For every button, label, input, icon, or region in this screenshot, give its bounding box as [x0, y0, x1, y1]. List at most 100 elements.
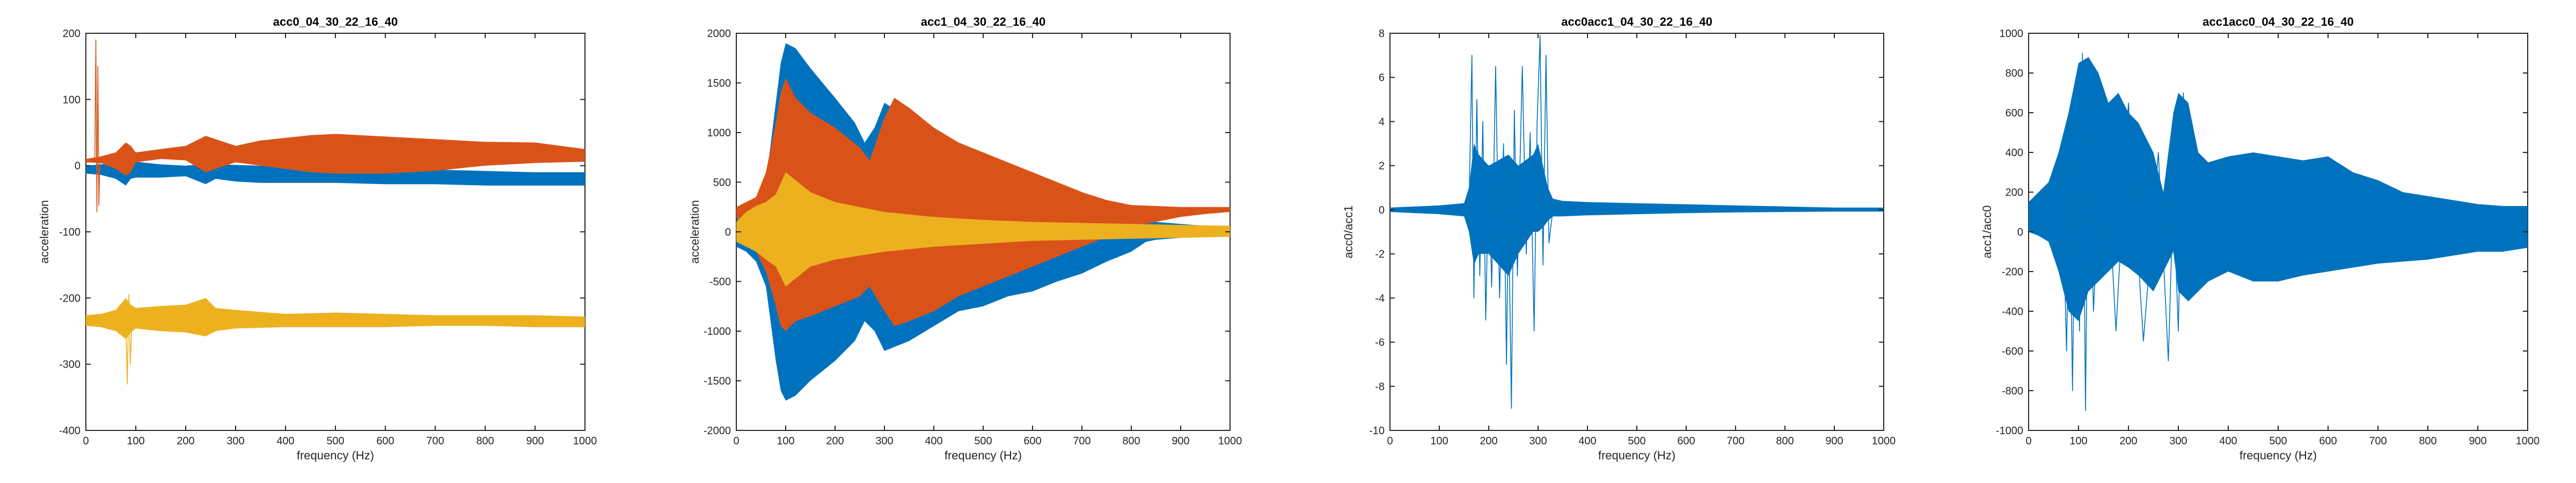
series-spikes: [2063, 53, 2189, 411]
y-tick-label: -200: [2002, 266, 2023, 278]
series-channel-2: [86, 134, 585, 176]
x-tick-label: 500: [2269, 435, 2287, 447]
chart-acc1: 0 100 200 300 400 500 600 700 800 900 1000 -2000 -15…: [688, 15, 1242, 462]
y-tick-label: 4: [1379, 116, 1385, 128]
series-channel-2-spike: [94, 39, 100, 213]
y-axis-label: acceleration: [688, 200, 701, 264]
x-tick-label: 500: [326, 435, 344, 447]
x-axis-label: frequency (Hz): [2240, 449, 2317, 462]
series-ratio: [2029, 57, 2528, 321]
series-channel-2: [736, 78, 1230, 332]
series-channel-3: [86, 298, 585, 339]
y-tick-label: -400: [59, 425, 80, 437]
x-tick-label: 900: [1825, 435, 1843, 447]
x-tick-label: 400: [276, 435, 294, 447]
y-tick-label: 1000: [707, 127, 731, 139]
x-tick-label: 900: [2469, 435, 2486, 447]
x-tick-label: 300: [226, 435, 244, 447]
y-tick-label: 6: [1379, 72, 1385, 84]
y-tick-label: -10: [1369, 425, 1385, 437]
x-tick-label: 800: [1122, 435, 1140, 447]
y-tick-label: 200: [63, 28, 80, 40]
y-tick-label: -2: [1375, 248, 1385, 260]
x-axis-label: frequency (Hz): [1598, 449, 1675, 462]
y-axis-label: acc1/acc0: [1980, 205, 1994, 258]
y-tick-label: -2000: [704, 425, 731, 437]
series-spikes: [1468, 35, 1554, 409]
x-tick-label: 1000: [573, 435, 597, 447]
x-tick-label: 500: [974, 435, 992, 447]
y-tick-label: 200: [2006, 187, 2023, 199]
x-tick-label: 800: [2419, 435, 2436, 447]
x-tick-label: 200: [177, 435, 194, 447]
x-tick-label: 200: [826, 435, 844, 447]
y-tick-label: -200: [59, 292, 80, 304]
x-tick-label: 100: [777, 435, 794, 447]
y-tick-label: 0: [75, 160, 80, 172]
x-tick-label: 400: [1578, 435, 1596, 447]
x-tick-label: 0: [83, 435, 89, 447]
ticks-layer: 0 100 200 300 400 500 600 700 800 900 1000-400-300…: [59, 28, 597, 447]
y-tick-label: 600: [2006, 107, 2023, 119]
y-tick-label: -500: [709, 276, 731, 288]
y-tick-label: -1000: [1996, 425, 2023, 437]
series-channel-3: [736, 172, 1230, 287]
y-tick-label: 0: [725, 226, 731, 238]
x-axis-label: frequency (Hz): [945, 449, 1022, 462]
y-tick-label: -300: [59, 359, 80, 371]
series-layer: [736, 43, 1230, 401]
y-tick-label: 500: [713, 177, 731, 189]
y-tick-label: -100: [59, 226, 80, 238]
x-tick-label: 800: [1776, 435, 1794, 447]
x-tick-label: 0: [2025, 435, 2031, 447]
y-tick-label: -4: [1375, 292, 1385, 304]
y-tick-label: 100: [63, 94, 80, 106]
x-tick-label: 600: [1677, 435, 1695, 447]
ticks-layer: 0 100 200 300 400 500 600 700 800 900 1000 -2000 -15…: [704, 28, 1242, 447]
y-tick-label: 1000: [2000, 28, 2024, 40]
x-tick-label: 700: [1073, 435, 1091, 447]
series-layer: [2029, 53, 2528, 411]
y-tick-label: -6: [1375, 337, 1385, 349]
y-tick-label: 2: [1379, 160, 1385, 172]
x-tick-label: 1000: [2516, 435, 2540, 447]
plot-area: [1389, 33, 1884, 431]
x-tick-label: 100: [127, 435, 144, 447]
x-tick-label: 200: [2119, 435, 2137, 447]
x-tick-label: 900: [1172, 435, 1189, 447]
y-axis-label: acc0/acc1: [1342, 205, 1355, 258]
series-layer: [1390, 35, 1884, 409]
x-tick-label: 600: [1023, 435, 1041, 447]
x-tick-label: 0: [733, 435, 739, 447]
chart-acc0: 0 100 200 300 400 500 600 700 800 900 1000-400-300…: [38, 15, 597, 462]
y-tick-label: -400: [2002, 306, 2023, 318]
y-tick-label: -600: [2002, 346, 2023, 357]
y-tick-label: -8: [1375, 381, 1385, 393]
x-tick-label: 1000: [1218, 435, 1242, 447]
x-tick-label: 200: [1480, 435, 1497, 447]
y-tick-label: 400: [2006, 147, 2023, 159]
x-tick-label: 700: [426, 435, 444, 447]
y-tick-label: 1500: [707, 78, 731, 90]
y-tick-label: 0: [2017, 226, 2023, 238]
x-tick-label: 600: [2319, 435, 2337, 447]
chart-title: acc0acc1_04_30_22_16_40: [1561, 15, 1712, 28]
y-tick-label: -1500: [704, 376, 731, 387]
plot-area: [85, 33, 586, 431]
x-tick-label: 300: [1529, 435, 1547, 447]
x-tick-label: 300: [2169, 435, 2187, 447]
x-tick-label: 700: [2369, 435, 2387, 447]
y-tick-label: 800: [2006, 68, 2023, 79]
chart-title: acc0_04_30_22_16_40: [273, 15, 398, 28]
x-tick-label: 400: [2219, 435, 2237, 447]
x-tick-label: 100: [2069, 435, 2087, 447]
x-tick-label: 1000: [1872, 435, 1896, 447]
x-tick-label: 0: [1387, 435, 1393, 447]
x-tick-label: 700: [1726, 435, 1744, 447]
x-tick-label: 400: [925, 435, 942, 447]
x-tick-label: 100: [1430, 435, 1448, 447]
x-tick-label: 300: [875, 435, 893, 447]
chart-acc0acc1: 0 100 200 300 400 500 600 700 800 900 1000 -10 -8 -6 -…: [1342, 15, 1896, 462]
x-axis-label: frequency (Hz): [297, 449, 374, 462]
